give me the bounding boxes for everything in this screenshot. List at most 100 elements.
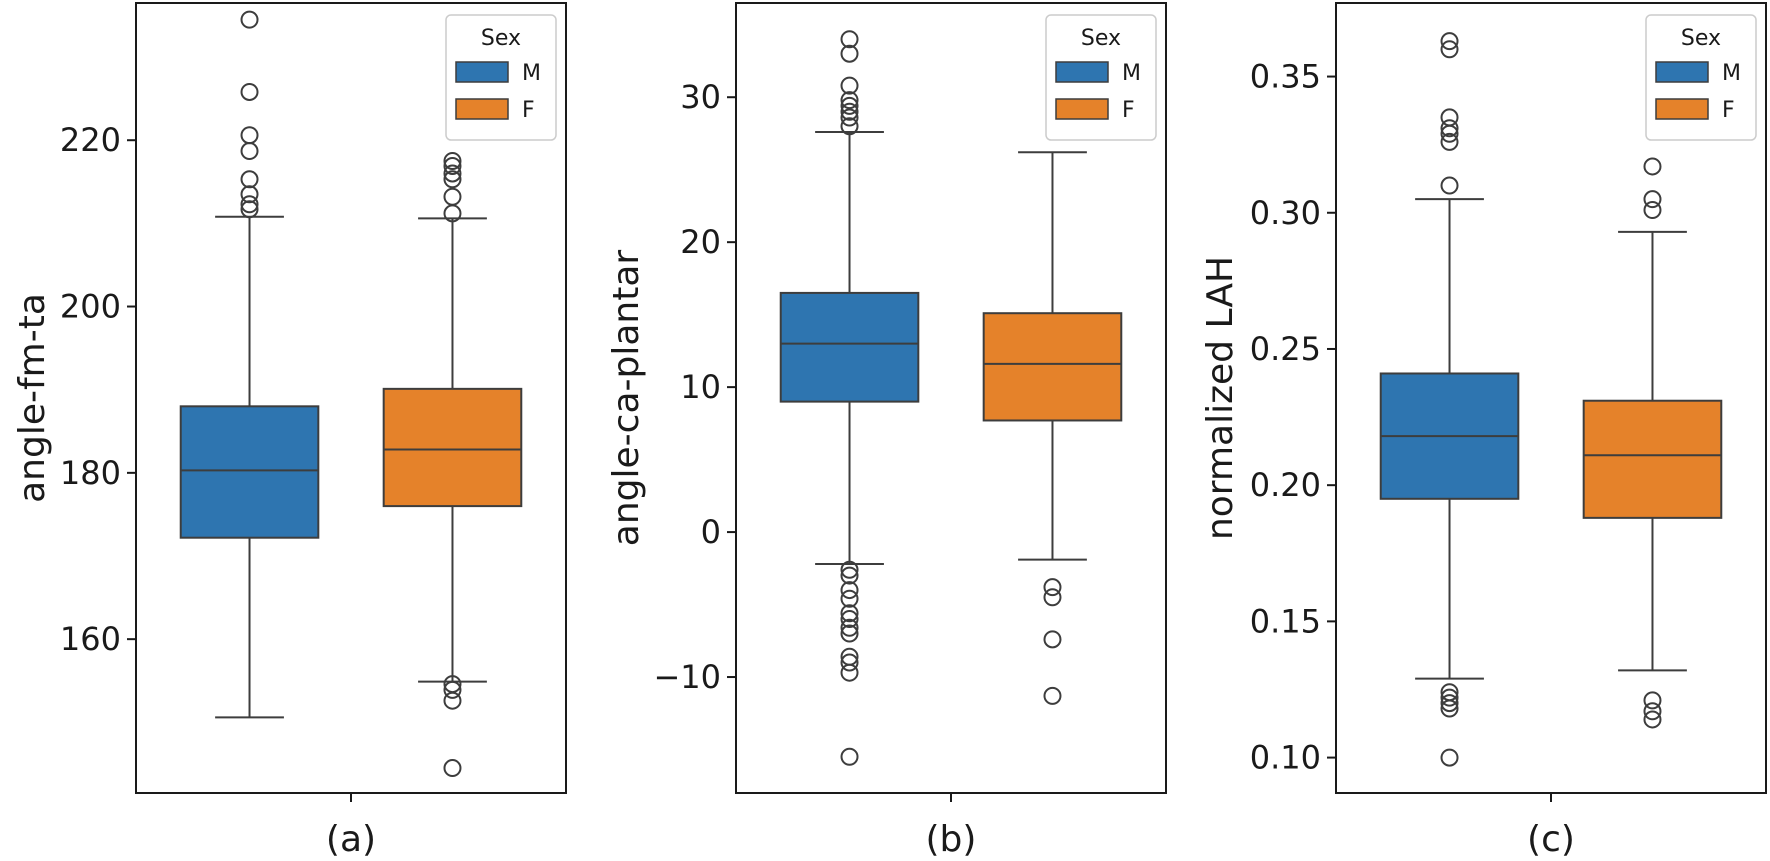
legend-title: Sex xyxy=(481,26,521,51)
legend-label-M: M xyxy=(1122,61,1141,86)
outlier-point xyxy=(443,170,462,189)
y-tick-label: 0.30 xyxy=(1250,194,1321,232)
outlier-point xyxy=(1643,201,1662,220)
outlier-point xyxy=(240,142,259,161)
y-tick-label: 10 xyxy=(680,368,721,406)
outlier-point xyxy=(1043,686,1062,705)
y-axis-label: angle-fm-ta xyxy=(12,293,53,503)
outlier-point xyxy=(840,108,859,127)
outlier-point xyxy=(840,102,859,121)
y-tick-label: 0.35 xyxy=(1250,58,1321,96)
outlier-point xyxy=(1440,683,1459,702)
outlier-point xyxy=(240,170,259,189)
iqr-box xyxy=(382,387,523,508)
iqr-box xyxy=(179,405,320,539)
panel-3: 0.10 0.15 0.20 0.25 0.30 0.35 normalized LAH (c… xyxy=(1200,2,1767,860)
outlier-point xyxy=(443,675,462,694)
outlier-point xyxy=(240,10,259,29)
legend-title: Sex xyxy=(1681,26,1721,51)
legend-swatch-F xyxy=(1655,98,1709,120)
outlier-point xyxy=(840,618,859,637)
y-tick-label: 0.15 xyxy=(1250,602,1321,640)
y-tick-label: 180 xyxy=(60,454,121,492)
iqr-box xyxy=(1582,399,1723,519)
outlier-point xyxy=(240,195,259,214)
legend-swatch-M xyxy=(455,61,509,83)
series-F xyxy=(1582,157,1723,729)
outlier-point xyxy=(443,759,462,778)
legend-label-F: F xyxy=(1122,98,1135,123)
outlier-point xyxy=(240,200,259,219)
legend-swatch-M xyxy=(1655,61,1709,83)
outlier-point xyxy=(1440,119,1459,138)
outlier-point xyxy=(1440,32,1459,51)
outlier-point xyxy=(840,624,859,643)
legend-label-M: M xyxy=(522,61,541,86)
legend-title: Sex xyxy=(1081,26,1121,51)
outlier-point xyxy=(1643,702,1662,721)
outlier-point xyxy=(1440,176,1459,195)
outlier-point xyxy=(240,185,259,204)
outlier-point xyxy=(443,187,462,206)
outlier-point xyxy=(840,581,859,600)
outlier-point xyxy=(840,30,859,49)
outlier-point xyxy=(240,126,259,145)
outlier-point xyxy=(840,44,859,63)
outlier-point xyxy=(1440,40,1459,59)
outlier-point xyxy=(1440,748,1459,767)
outlier-point xyxy=(840,560,859,579)
outlier-point xyxy=(840,747,859,766)
y-tick-label: 30 xyxy=(680,78,721,116)
outlier-point xyxy=(840,604,859,623)
outlier-point xyxy=(1440,132,1459,151)
panel-caption: (b) xyxy=(926,819,977,860)
series-F xyxy=(982,151,1123,705)
outlier-point xyxy=(1643,691,1662,710)
legend-label-F: F xyxy=(522,98,535,123)
outlier-point xyxy=(1043,578,1062,597)
panel-caption: (a) xyxy=(326,819,376,860)
series-M xyxy=(179,10,320,719)
series-F xyxy=(382,152,523,778)
legend-label-F: F xyxy=(1722,98,1735,123)
outlier-point xyxy=(443,152,462,170)
y-axis-label: angle-ca-plantar xyxy=(606,250,647,547)
outlier-point xyxy=(840,76,859,95)
y-axis-label: normalized LAH xyxy=(1200,256,1241,540)
outlier-point xyxy=(840,117,859,136)
y-tick-label: −10 xyxy=(653,658,721,696)
outlier-point xyxy=(443,680,462,699)
legend-swatch-M xyxy=(1055,61,1109,83)
iqr-box xyxy=(982,312,1123,422)
series-M xyxy=(779,30,920,766)
y-tick-label: 0 xyxy=(701,513,721,551)
outlier-point xyxy=(1043,588,1062,607)
y-tick-label: 160 xyxy=(60,620,121,658)
outlier-point xyxy=(840,589,859,608)
outlier-point xyxy=(1440,108,1459,127)
outlier-point xyxy=(240,82,259,101)
legend-swatch-F xyxy=(455,98,509,120)
outlier-point xyxy=(1440,688,1459,707)
y-tick-label: 0.20 xyxy=(1250,466,1321,504)
y-tick-label: 200 xyxy=(60,288,121,326)
outlier-point xyxy=(1643,710,1662,729)
legend-swatch-F xyxy=(1055,98,1109,120)
series-M xyxy=(1379,32,1520,767)
y-tick-label: 20 xyxy=(680,223,721,261)
outlier-point xyxy=(443,156,462,175)
outlier-point xyxy=(840,566,859,585)
iqr-box xyxy=(779,291,920,403)
outlier-point xyxy=(1043,630,1062,649)
y-tick-label: 0.25 xyxy=(1250,330,1321,368)
outlier-point xyxy=(840,610,859,629)
outlier-point xyxy=(1440,694,1459,713)
outlier-point xyxy=(840,653,859,672)
outlier-point xyxy=(840,91,859,110)
